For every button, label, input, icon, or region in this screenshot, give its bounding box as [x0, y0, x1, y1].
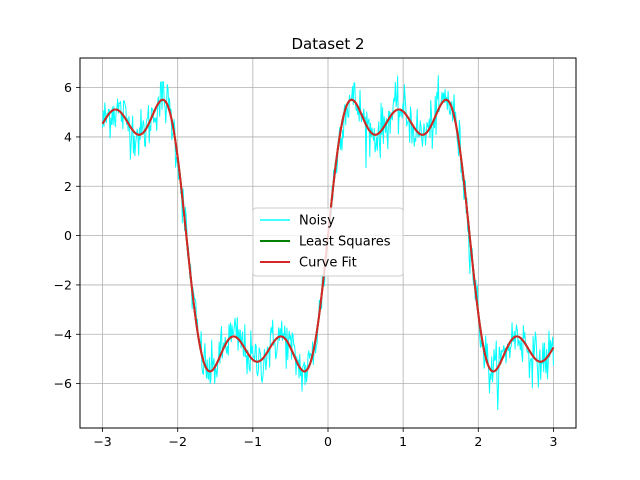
legend-box — [252, 207, 404, 277]
x-tick-label: 1 — [399, 434, 407, 449]
x-tick-label: −2 — [168, 434, 186, 449]
chart-title: Dataset 2 — [291, 35, 364, 53]
legend-label-curve-fit: Curve Fit — [299, 256, 357, 271]
y-tick-label: −6 — [54, 376, 72, 391]
axis-ticks: −3 −2 −1 0 1 2 3 −6 −4 −2 0 2 4 6 — [54, 80, 558, 449]
x-tick-label: 0 — [324, 434, 332, 449]
y-tick-label: −2 — [54, 277, 72, 292]
y-tick-label: 0 — [64, 228, 72, 243]
y-tick-label: 6 — [64, 80, 72, 95]
legend-label-noisy: Noisy — [299, 214, 335, 229]
x-tick-label: 2 — [474, 434, 482, 449]
y-tick-label: 2 — [64, 179, 72, 194]
x-tick-label: −1 — [244, 434, 262, 449]
y-tick-label: 4 — [64, 129, 72, 144]
legend: Noisy Least Squares Curve Fit — [252, 207, 404, 277]
x-tick-label: −3 — [93, 434, 111, 449]
x-tick-label: 3 — [549, 434, 557, 449]
legend-label-least-squares: Least Squares — [299, 235, 391, 250]
y-tick-label: −4 — [54, 327, 72, 342]
